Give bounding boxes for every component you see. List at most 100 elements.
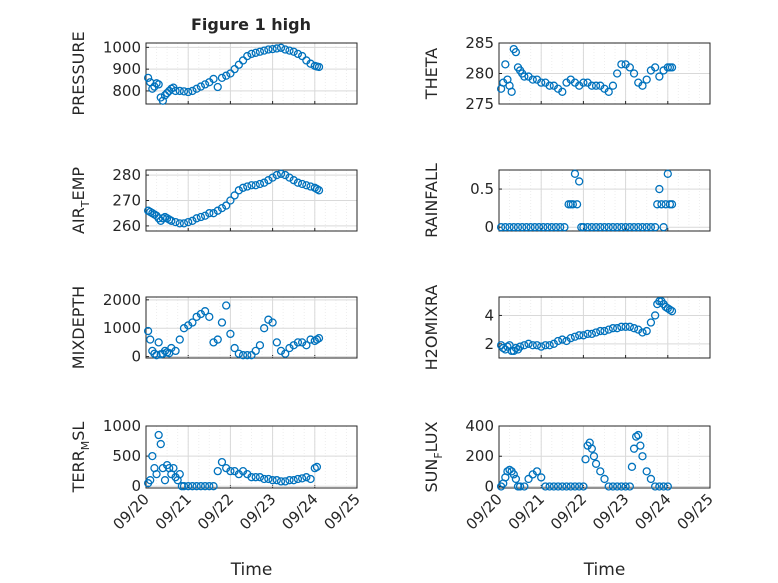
data-point <box>587 329 596 339</box>
data-point <box>608 324 618 333</box>
data-point <box>260 46 269 55</box>
data-point <box>312 462 322 472</box>
data-point <box>154 430 163 440</box>
data-point <box>293 49 303 59</box>
x-tick-label: 09/20 <box>110 490 153 533</box>
data-point <box>507 87 516 96</box>
data-point <box>184 482 193 491</box>
data-point <box>600 223 609 232</box>
data-point <box>251 473 260 482</box>
data-point <box>175 86 184 96</box>
data-point <box>171 346 180 356</box>
y-tick-label: 0.5 <box>470 180 494 198</box>
data-point <box>553 482 563 491</box>
data-point <box>306 335 315 344</box>
data-point <box>293 338 303 347</box>
data-point <box>545 341 554 350</box>
data-point <box>642 326 651 336</box>
data-point <box>276 169 286 178</box>
data-point <box>515 342 525 351</box>
data-point <box>160 91 170 100</box>
data-point <box>226 69 235 78</box>
data-point <box>158 96 168 105</box>
data-point <box>268 318 277 327</box>
data-point <box>213 206 222 215</box>
data-point <box>285 46 294 55</box>
data-point <box>312 335 322 344</box>
data-point <box>526 223 535 232</box>
axes-box <box>145 425 358 489</box>
subplot-3: 260 270 280 AIRTEMP <box>69 166 358 235</box>
data-point <box>143 73 153 83</box>
y-axis-label-subscript: T <box>79 200 92 208</box>
subplot-5: 0 1000 2000 MIXDEPTH <box>69 286 358 369</box>
data-point <box>617 60 626 69</box>
data-point <box>255 179 265 189</box>
data-point <box>560 223 569 232</box>
data-point <box>196 212 206 222</box>
data-point <box>205 209 214 218</box>
data-point <box>222 201 231 210</box>
data-point <box>247 49 256 59</box>
y-axis-label: AIRTEMP <box>69 167 92 234</box>
data-point <box>234 186 243 195</box>
data-point <box>268 476 277 485</box>
data-point <box>608 81 618 90</box>
data-point <box>175 470 184 479</box>
data-point <box>156 439 165 449</box>
data-point <box>583 329 592 339</box>
data-point <box>230 64 239 74</box>
data-point <box>226 329 235 339</box>
data-point <box>629 324 639 333</box>
data-point <box>570 482 580 491</box>
data-point <box>667 63 677 72</box>
data-point <box>522 223 531 232</box>
data-point <box>192 482 201 491</box>
data-point <box>629 69 639 78</box>
data-point <box>587 444 596 453</box>
y-tick-label: 1000 <box>103 417 141 435</box>
data-point <box>209 482 218 491</box>
data-point <box>281 45 290 54</box>
data-point <box>587 223 596 232</box>
data-point <box>148 84 157 93</box>
data-point <box>625 322 634 331</box>
data-point <box>524 474 533 484</box>
data-point <box>558 87 567 96</box>
data-point <box>543 223 552 232</box>
x-tick-label: 09/24 <box>631 490 674 533</box>
data-point <box>234 60 243 69</box>
data-point <box>217 73 227 83</box>
data-point <box>217 457 227 467</box>
data-point <box>501 60 510 69</box>
data-point <box>583 223 592 232</box>
data-point <box>243 351 252 360</box>
data-point <box>217 203 227 213</box>
data-point <box>496 223 506 232</box>
data-point <box>625 223 634 232</box>
data-point <box>625 482 634 491</box>
data-point <box>530 223 540 232</box>
data-point <box>621 223 630 232</box>
data-point <box>608 223 618 232</box>
data-point <box>600 474 609 484</box>
data-point <box>209 209 218 218</box>
data-point <box>268 173 277 182</box>
data-point <box>638 223 647 232</box>
data-point <box>655 72 664 81</box>
data-point <box>281 349 290 358</box>
y-axis-label: TERRMSL <box>69 422 92 494</box>
data-point <box>518 223 527 232</box>
data-point <box>188 216 197 225</box>
data-point <box>264 45 273 54</box>
data-point <box>663 482 672 491</box>
data-point <box>148 451 157 461</box>
x-tick-label: 09/25 <box>674 490 717 533</box>
data-point <box>653 200 662 209</box>
data-point <box>541 341 550 350</box>
data-point <box>642 75 651 84</box>
data-point <box>613 223 622 232</box>
data-point <box>306 474 315 484</box>
data-point <box>160 476 170 485</box>
data-point <box>661 200 670 209</box>
